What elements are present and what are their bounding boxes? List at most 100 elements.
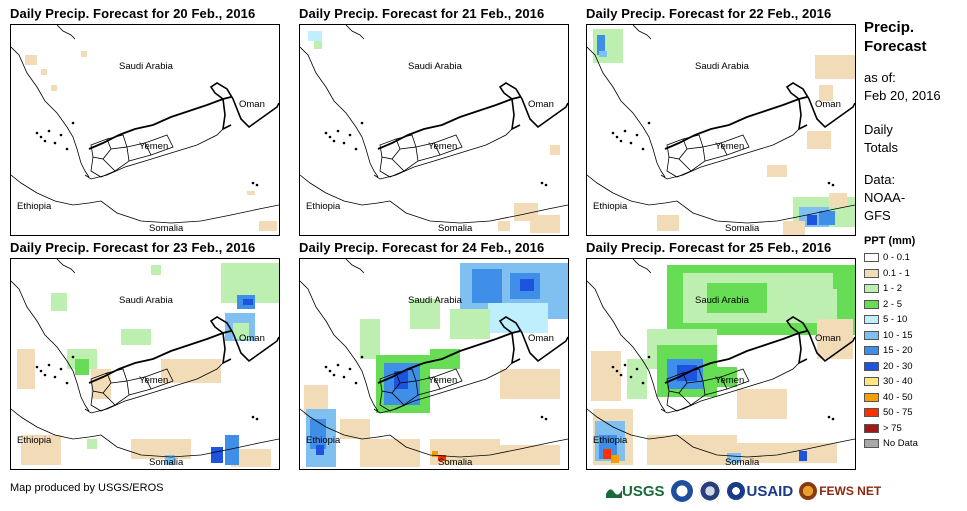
island — [348, 367, 352, 371]
island — [623, 363, 627, 367]
coastline-red-sea — [300, 46, 379, 178]
country-label-yemen: Yemen — [428, 141, 457, 152]
precip-cell — [727, 453, 741, 463]
map-canvas: Saudi Arabia Oman Yemen Ethiopia Somalia — [300, 259, 568, 468]
legend-item: 50 - 75 — [864, 405, 964, 421]
country-label-saudi: Saudi Arabia — [119, 61, 174, 72]
legend-label: 20 - 30 — [883, 360, 913, 372]
country-label-saudi: Saudi Arabia — [408, 61, 463, 72]
country-label-oman: Oman — [239, 333, 265, 344]
coastline-red-sea — [587, 46, 666, 178]
legend-item: 15 - 20 — [864, 343, 964, 359]
sidebar-title-line2: Forecast — [864, 38, 927, 55]
island — [255, 183, 259, 187]
country-label-ethiopia: Ethiopia — [593, 435, 628, 446]
data-label: Data: — [864, 172, 896, 187]
partner-logos: USGS USAID FEWS NET — [606, 477, 881, 505]
island — [623, 129, 627, 133]
island — [251, 415, 255, 419]
island — [629, 375, 633, 379]
fews-globe-icon — [799, 482, 818, 500]
country-label-yemen: Yemen — [428, 375, 457, 386]
legend-item: No Data — [864, 436, 964, 452]
country-label-somalia: Somalia — [149, 457, 184, 468]
legend-swatch — [864, 377, 879, 387]
island — [43, 139, 47, 143]
island — [540, 181, 544, 185]
northern-border — [56, 259, 76, 274]
country-label-oman: Oman — [528, 99, 554, 110]
country-label-oman: Oman — [815, 333, 841, 344]
precip-cell — [360, 439, 420, 467]
legend-item: 20 - 30 — [864, 359, 964, 375]
legend-label: 40 - 50 — [883, 391, 913, 403]
northern-border — [632, 259, 652, 274]
precip-cells — [593, 29, 855, 235]
precip-cell — [310, 419, 326, 449]
map-credit: Map produced by USGS/EROS — [10, 482, 164, 494]
country-label-somalia: Somalia — [438, 457, 473, 468]
precip-cell — [360, 319, 380, 359]
island — [615, 369, 619, 373]
precip-cell — [121, 329, 151, 345]
island — [65, 381, 69, 385]
oman-border — [498, 82, 568, 129]
precip-cell — [394, 371, 408, 389]
island — [71, 355, 75, 359]
legend-swatch — [864, 268, 879, 278]
data-source-line1: NOAA- — [864, 190, 906, 205]
oman-yemen-border — [510, 98, 521, 131]
legend-label: 30 - 40 — [883, 376, 913, 388]
precip-cell — [233, 323, 249, 339]
precip-cell — [799, 451, 807, 461]
noaa-logo-icon — [670, 480, 693, 502]
precip-cell — [25, 55, 37, 65]
yemen-south-coast — [84, 128, 224, 180]
oman-border — [785, 316, 855, 363]
legend-label: > 75 — [883, 422, 902, 434]
panel-title: Daily Precip. Forecast for 20 Feb., 2016 — [10, 6, 256, 21]
northern-border — [345, 25, 365, 40]
island — [65, 147, 69, 151]
country-label-oman: Oman — [815, 99, 841, 110]
legend-item: 1 - 2 — [864, 281, 964, 297]
forecast-panel-2: Daily Precip. Forecast for 21 Feb., 2016… — [299, 6, 571, 236]
fews-logo: FEWS NET — [799, 482, 881, 500]
oman-border — [209, 82, 279, 129]
legend-label: No Data — [883, 438, 918, 450]
yemen-admin-boundaries — [90, 368, 174, 412]
island — [827, 415, 831, 419]
country-label-somalia: Somalia — [725, 223, 760, 234]
yemen-saudi-border — [88, 330, 232, 384]
panel-title: Daily Precip. Forecast for 21 Feb., 2016 — [299, 6, 545, 21]
legend-item: 40 - 50 — [864, 390, 964, 406]
map-canvas: Saudi Arabia Oman Yemen Ethiopia Somalia — [587, 25, 855, 235]
precip-cell — [316, 445, 324, 455]
island — [251, 181, 255, 185]
island — [544, 183, 548, 187]
legend-swatch — [864, 315, 879, 325]
island — [615, 135, 619, 139]
oman-border — [785, 82, 855, 129]
data-source-line2: GFS — [864, 208, 891, 223]
island — [53, 141, 57, 145]
island — [59, 367, 63, 371]
forecast-panel-1: Daily Precip. Forecast for 20 Feb., 2016… — [10, 6, 282, 236]
precip-cell — [498, 221, 510, 231]
yemen-saudi-border — [88, 96, 232, 150]
island — [635, 133, 639, 137]
map-canvas: Saudi Arabia Oman Yemen Ethiopia Somalia — [11, 25, 279, 234]
yemen-admin-boundaries — [379, 134, 463, 178]
island — [39, 369, 43, 373]
precip-cell — [225, 435, 239, 465]
precip-cell — [51, 85, 57, 91]
legend-label: 10 - 15 — [883, 329, 913, 341]
map-sidebar: Precip. Forecast as of: Feb 20, 2016 Dai… — [864, 18, 964, 452]
country-label-ethiopia: Ethiopia — [17, 435, 52, 446]
precip-cell — [550, 145, 560, 155]
precip-cell — [314, 41, 322, 49]
precip-cell — [430, 349, 460, 369]
precip-cell — [819, 211, 835, 225]
oman-yemen-border — [221, 98, 232, 131]
island — [619, 139, 623, 143]
